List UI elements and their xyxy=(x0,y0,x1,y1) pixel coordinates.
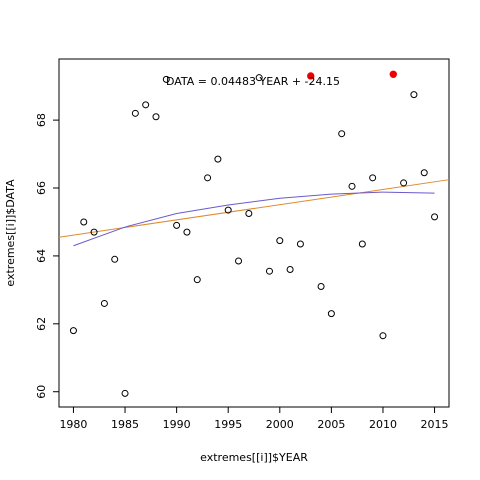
x-tick-label: 2015 xyxy=(421,418,449,431)
x-tick-label: 2010 xyxy=(369,418,397,431)
data-point xyxy=(276,237,284,245)
data-point xyxy=(90,228,98,236)
data-point xyxy=(369,174,377,182)
data-point xyxy=(327,310,335,318)
y-tick-label: 60 xyxy=(35,385,48,399)
linear-fit-line xyxy=(58,179,450,238)
smooth-fit-curve xyxy=(73,191,435,247)
data-point xyxy=(410,91,418,99)
data-point xyxy=(224,206,232,214)
data-point xyxy=(100,299,108,307)
data-point xyxy=(296,240,304,248)
x-tick-label: 2000 xyxy=(266,418,294,431)
y-tick-label: 62 xyxy=(35,317,48,331)
data-point xyxy=(111,255,119,263)
data-point xyxy=(214,155,222,163)
data-point xyxy=(358,240,366,248)
x-tick-label: 1995 xyxy=(214,418,242,431)
data-point xyxy=(255,74,263,82)
x-tick-label: 1985 xyxy=(111,418,139,431)
data-point xyxy=(183,228,191,236)
data-point xyxy=(338,130,346,138)
y-tick-label: 68 xyxy=(35,113,48,127)
data-point xyxy=(400,179,408,187)
regression-equation-label: DATA = 0.04483 YEAR + -24.15 xyxy=(166,75,340,88)
highlighted-data-point xyxy=(389,70,397,78)
data-point xyxy=(121,389,129,397)
x-tick-label: 1990 xyxy=(163,418,191,431)
data-point xyxy=(348,182,356,190)
data-point xyxy=(162,75,170,83)
data-point xyxy=(69,327,77,335)
data-point xyxy=(286,265,294,273)
highlighted-data-point xyxy=(307,72,315,80)
data-point xyxy=(131,109,139,117)
plot-frame xyxy=(58,58,450,408)
x-tick-label: 1980 xyxy=(59,418,87,431)
data-point xyxy=(317,282,325,290)
data-point xyxy=(235,257,243,265)
y-tick-label: 64 xyxy=(35,249,48,263)
data-point xyxy=(420,169,428,177)
data-point xyxy=(173,221,181,229)
data-point xyxy=(142,101,150,109)
data-point xyxy=(379,332,387,340)
data-point xyxy=(80,218,88,226)
data-point xyxy=(431,213,439,221)
y-axis-title: extremes[[i]]$DATA xyxy=(4,179,17,287)
data-point xyxy=(152,113,160,121)
data-point xyxy=(265,267,273,275)
data-point xyxy=(204,174,212,182)
y-tick-label: 66 xyxy=(35,181,48,195)
x-axis-title: extremes[[i]]$YEAR xyxy=(200,451,308,464)
x-tick-label: 2005 xyxy=(317,418,345,431)
data-point xyxy=(193,276,201,284)
data-point xyxy=(245,209,253,217)
